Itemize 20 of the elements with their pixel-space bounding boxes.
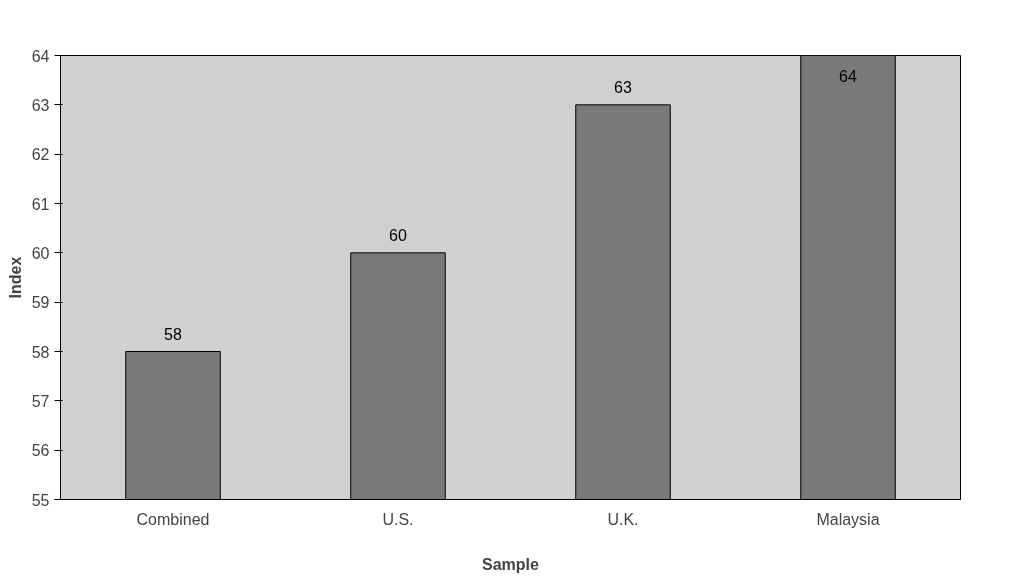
data-label: 63 [614,78,632,96]
y-tick-label: 58 [31,343,50,361]
y-tick-label: 57 [31,392,50,410]
y-axis-title: Index [6,256,24,299]
x-tick-label: U.S. [382,510,414,528]
x-axis-title: Sample [482,555,540,573]
y-tick-label: 60 [31,244,50,262]
y-tick-label: 64 [31,47,50,65]
data-label: 60 [389,226,407,244]
y-tick-label: 59 [31,294,50,312]
data-label: 64 [839,67,857,85]
y-tick-label: 56 [31,442,50,460]
data-label: 58 [164,325,182,343]
x-tick-label: U.K. [607,510,639,528]
y-tick-label: 63 [31,96,50,114]
x-tick-label: Combined [136,510,210,528]
y-tick-label: 61 [31,195,50,213]
y-tick-label: 55 [31,491,50,509]
y-tick-label: 62 [31,146,50,164]
x-tick-label: Malaysia [816,510,880,528]
